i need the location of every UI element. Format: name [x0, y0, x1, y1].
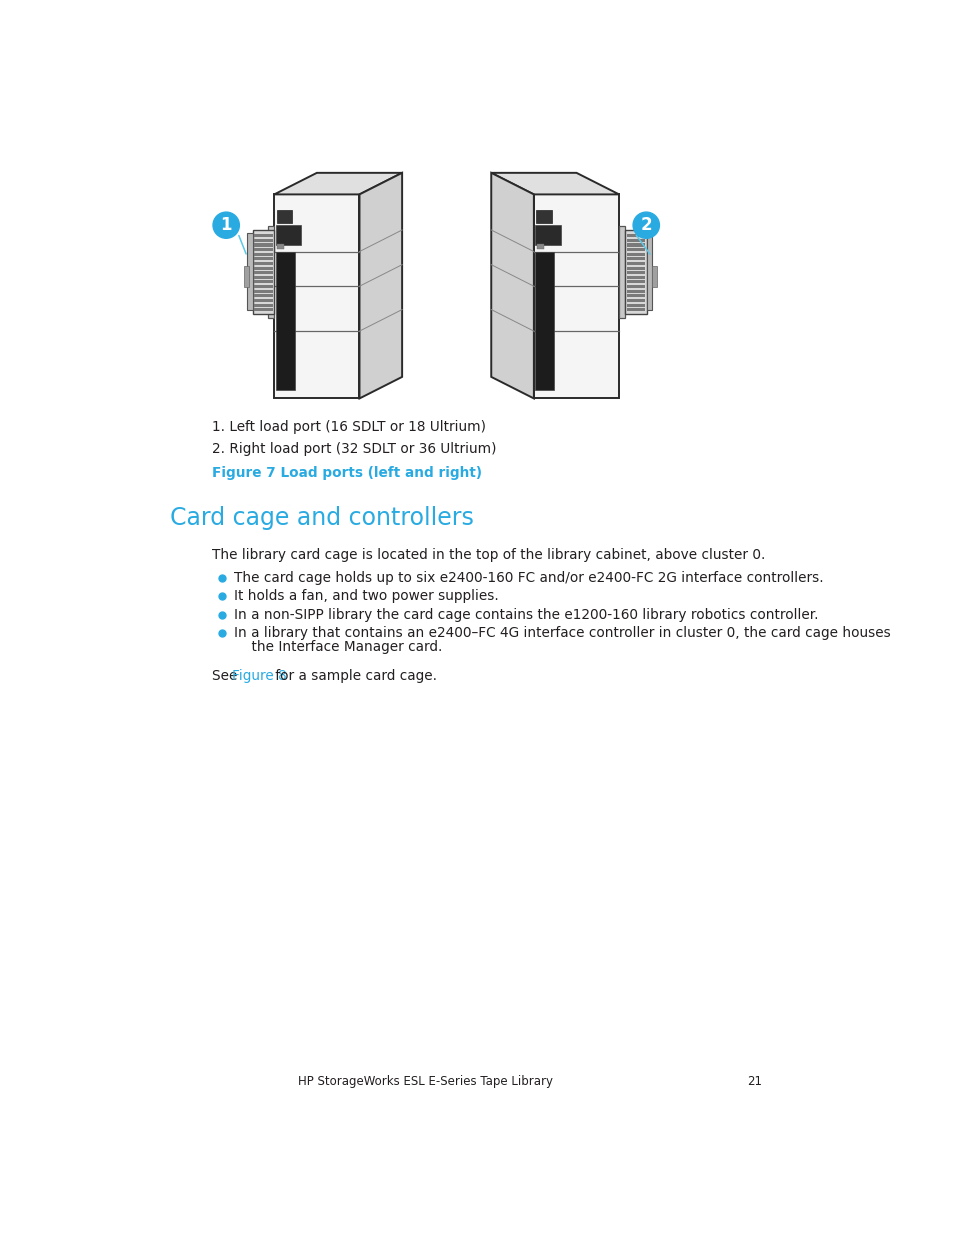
Polygon shape [491, 173, 618, 194]
Text: 2. Right load port (32 SDLT or 36 Ultrium): 2. Right load port (32 SDLT or 36 Ultriu… [212, 441, 497, 456]
Polygon shape [491, 173, 534, 399]
Bar [253, 294, 273, 298]
Bar [277, 245, 284, 249]
Bar [626, 290, 645, 293]
Bar [253, 280, 273, 284]
Bar [253, 285, 273, 288]
Bar [626, 243, 645, 247]
Bar [626, 308, 645, 311]
Text: 1: 1 [220, 216, 232, 235]
Bar [253, 243, 273, 247]
Bar [253, 272, 273, 274]
Circle shape [633, 212, 659, 238]
Text: Card cage and controllers: Card cage and controllers [170, 506, 473, 530]
Bar [253, 238, 273, 242]
Text: for a sample card cage.: for a sample card cage. [271, 668, 436, 683]
Text: See: See [212, 668, 242, 683]
Bar [626, 248, 645, 251]
Bar [253, 267, 273, 269]
Polygon shape [274, 173, 402, 194]
Bar [253, 262, 273, 266]
Bar [626, 299, 645, 303]
Bar [626, 257, 645, 261]
Bar [626, 262, 645, 266]
Text: HP StorageWorks ESL E-Series Tape Library: HP StorageWorks ESL E-Series Tape Librar… [298, 1074, 553, 1088]
Bar [275, 225, 301, 246]
Bar [537, 245, 543, 249]
Text: The card cage holds up to six e2400-160 FC and/or e2400-FC 2G interface controll: The card cage holds up to six e2400-160 … [233, 571, 822, 585]
Bar [626, 235, 645, 237]
Bar [626, 238, 645, 242]
Bar [626, 267, 645, 269]
Text: In a library that contains an e2400–FC 4G interface controller in cluster 0, the: In a library that contains an e2400–FC 4… [233, 626, 890, 640]
Bar [626, 275, 645, 279]
Bar [626, 294, 645, 298]
Bar [652, 266, 657, 287]
Bar [624, 230, 646, 314]
Text: It holds a fan, and two power supplies.: It holds a fan, and two power supplies. [233, 589, 498, 604]
Text: In a non-SIPP library the card cage contains the e1200-160 library robotics cont: In a non-SIPP library the card cage cont… [233, 608, 818, 621]
Bar [275, 252, 294, 390]
Polygon shape [534, 194, 618, 399]
Bar [626, 272, 645, 274]
Bar [646, 233, 652, 310]
Bar [536, 210, 551, 224]
Bar [253, 230, 274, 314]
Text: Figure 7 Load ports (left and right): Figure 7 Load ports (left and right) [212, 466, 482, 480]
Text: the Interface Manager card.: the Interface Manager card. [233, 640, 442, 655]
Bar [253, 257, 273, 261]
Bar [253, 299, 273, 303]
Bar [268, 226, 274, 319]
Bar [253, 290, 273, 293]
Bar [253, 248, 273, 251]
Bar [626, 280, 645, 284]
Polygon shape [274, 194, 359, 399]
Bar [253, 235, 273, 237]
Text: Figure 8: Figure 8 [233, 668, 287, 683]
Bar [253, 253, 273, 256]
Bar [244, 266, 249, 287]
Polygon shape [359, 173, 402, 399]
Text: 1. Left load port (16 SDLT or 18 Ultrium): 1. Left load port (16 SDLT or 18 Ultrium… [212, 420, 486, 433]
Bar [626, 304, 645, 306]
Bar [535, 252, 554, 390]
Circle shape [213, 212, 239, 238]
Bar [618, 226, 624, 319]
Text: 2: 2 [639, 216, 652, 235]
Bar [253, 304, 273, 306]
Bar [247, 233, 253, 310]
Text: The library card cage is located in the top of the library cabinet, above cluste: The library card cage is located in the … [212, 548, 765, 562]
Bar [253, 308, 273, 311]
Bar [253, 275, 273, 279]
Bar [626, 253, 645, 256]
Text: 21: 21 [746, 1074, 761, 1088]
Bar [535, 225, 560, 246]
Bar [276, 210, 292, 224]
Bar [626, 285, 645, 288]
